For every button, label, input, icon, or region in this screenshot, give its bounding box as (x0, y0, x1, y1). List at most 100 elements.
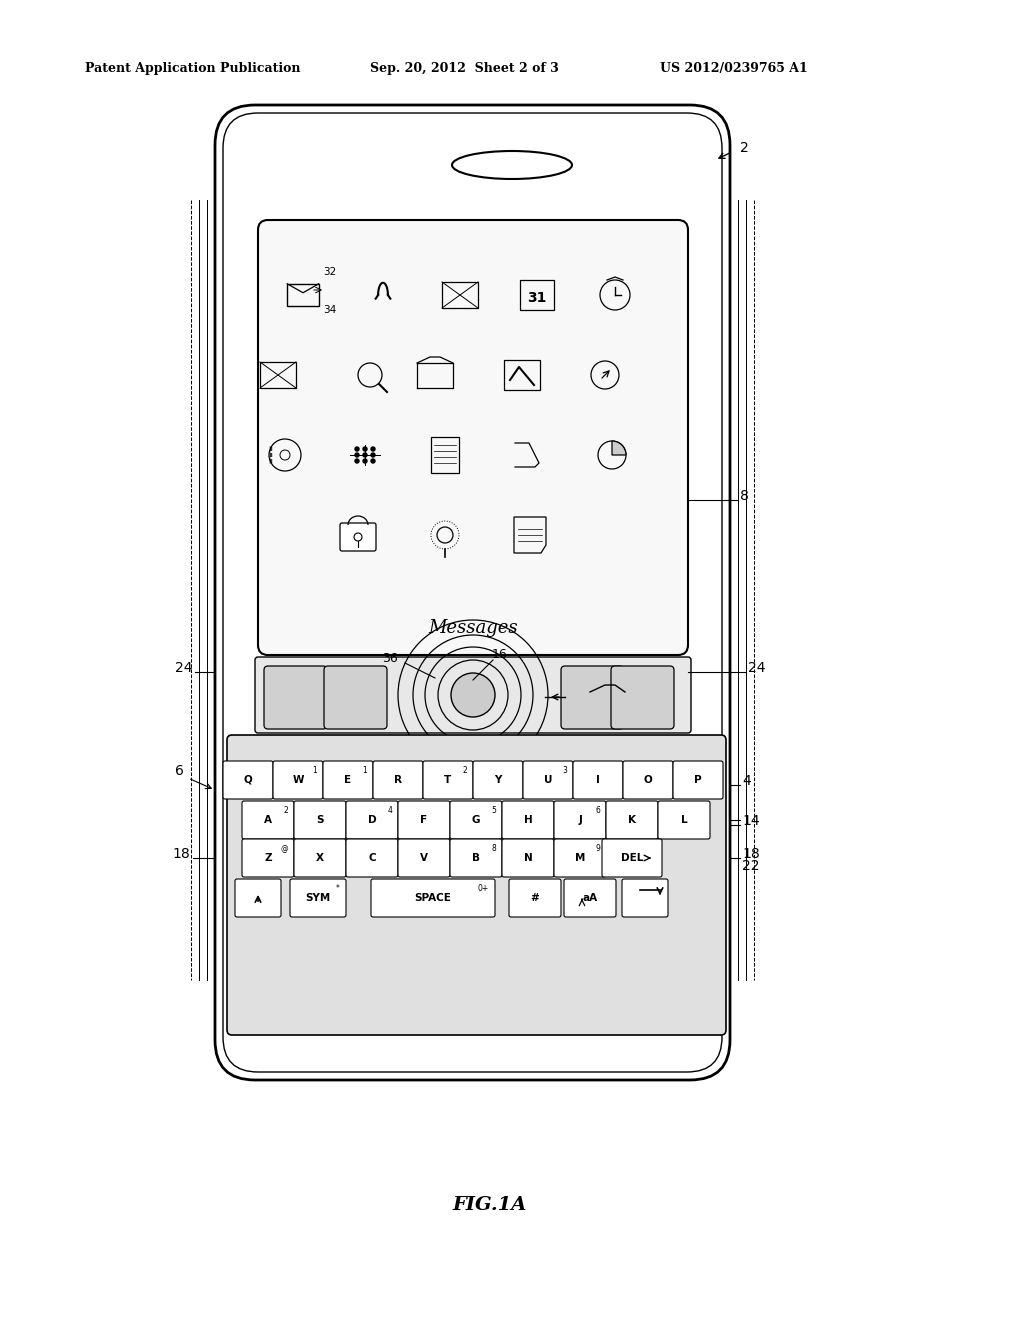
Text: 8: 8 (492, 843, 496, 853)
Text: Messages: Messages (428, 619, 518, 638)
Text: I: I (596, 775, 600, 785)
FancyBboxPatch shape (623, 762, 673, 799)
FancyBboxPatch shape (509, 879, 561, 917)
Text: L: L (681, 814, 687, 825)
Text: 18: 18 (172, 847, 190, 861)
FancyBboxPatch shape (502, 801, 554, 840)
Text: M: M (574, 853, 585, 863)
Circle shape (362, 447, 367, 451)
Text: #: # (530, 894, 540, 903)
Text: FIG.1A: FIG.1A (453, 1196, 527, 1214)
Text: V: V (420, 853, 428, 863)
Text: 36: 36 (382, 652, 398, 664)
FancyBboxPatch shape (242, 840, 294, 876)
Text: S: S (316, 814, 324, 825)
FancyBboxPatch shape (290, 879, 346, 917)
FancyBboxPatch shape (502, 840, 554, 876)
Circle shape (355, 453, 359, 457)
FancyBboxPatch shape (473, 762, 523, 799)
Text: SPACE: SPACE (415, 894, 452, 903)
FancyBboxPatch shape (294, 801, 346, 840)
FancyBboxPatch shape (554, 840, 606, 876)
FancyBboxPatch shape (223, 762, 273, 799)
Text: *: * (336, 884, 340, 894)
Text: N: N (523, 853, 532, 863)
FancyBboxPatch shape (622, 879, 668, 917)
Text: Sep. 20, 2012  Sheet 2 of 3: Sep. 20, 2012 Sheet 2 of 3 (370, 62, 559, 75)
FancyBboxPatch shape (371, 879, 495, 917)
FancyBboxPatch shape (554, 801, 606, 840)
Circle shape (371, 453, 375, 457)
FancyBboxPatch shape (398, 801, 450, 840)
Text: O: O (644, 775, 652, 785)
FancyBboxPatch shape (602, 840, 662, 876)
FancyBboxPatch shape (227, 735, 726, 1035)
FancyBboxPatch shape (215, 106, 730, 1080)
Text: DEL: DEL (621, 853, 643, 863)
FancyBboxPatch shape (398, 840, 450, 876)
FancyBboxPatch shape (324, 667, 387, 729)
Text: 22: 22 (742, 859, 760, 873)
Text: 5: 5 (492, 807, 496, 814)
Text: C: C (369, 853, 376, 863)
Text: Q: Q (244, 775, 252, 785)
FancyBboxPatch shape (658, 801, 710, 840)
FancyBboxPatch shape (242, 801, 294, 840)
FancyBboxPatch shape (561, 667, 624, 729)
Text: P: P (694, 775, 701, 785)
Text: 2: 2 (284, 807, 288, 814)
FancyBboxPatch shape (258, 220, 688, 655)
Text: 16: 16 (493, 648, 508, 661)
Text: G: G (472, 814, 480, 825)
Text: 6: 6 (175, 764, 184, 777)
Circle shape (355, 459, 359, 463)
Text: R: R (394, 775, 402, 785)
Circle shape (371, 447, 375, 451)
Text: E: E (344, 775, 351, 785)
Text: 6: 6 (595, 807, 600, 814)
Text: X: X (316, 853, 324, 863)
Text: 31: 31 (527, 290, 547, 305)
Circle shape (355, 447, 359, 451)
Text: 4: 4 (742, 774, 751, 788)
Text: @: @ (281, 843, 288, 853)
FancyBboxPatch shape (564, 879, 616, 917)
Text: W: W (292, 775, 304, 785)
Ellipse shape (452, 150, 572, 180)
FancyBboxPatch shape (340, 523, 376, 550)
Text: K: K (628, 814, 636, 825)
FancyBboxPatch shape (450, 801, 502, 840)
FancyBboxPatch shape (373, 762, 423, 799)
Text: 14: 14 (742, 814, 760, 828)
Text: D: D (368, 814, 376, 825)
Text: 32: 32 (323, 267, 336, 277)
FancyBboxPatch shape (450, 840, 502, 876)
Text: T: T (444, 775, 452, 785)
Text: SYM: SYM (305, 894, 331, 903)
Text: U: U (544, 775, 552, 785)
Text: B: B (472, 853, 480, 863)
FancyBboxPatch shape (255, 657, 691, 733)
Text: J: J (579, 814, 582, 825)
Text: 2: 2 (462, 766, 467, 775)
Text: 8: 8 (740, 488, 749, 503)
Circle shape (362, 459, 367, 463)
Text: Z: Z (264, 853, 271, 863)
FancyBboxPatch shape (606, 801, 658, 840)
Text: A: A (264, 814, 272, 825)
FancyBboxPatch shape (346, 840, 398, 876)
Circle shape (371, 459, 375, 463)
Text: 18: 18 (742, 847, 760, 861)
Text: 24: 24 (174, 661, 193, 675)
FancyBboxPatch shape (273, 762, 323, 799)
FancyBboxPatch shape (673, 762, 723, 799)
FancyBboxPatch shape (523, 762, 573, 799)
FancyBboxPatch shape (611, 667, 674, 729)
FancyBboxPatch shape (423, 762, 473, 799)
Text: aA: aA (583, 894, 598, 903)
Wedge shape (612, 441, 626, 455)
FancyBboxPatch shape (346, 801, 398, 840)
Circle shape (362, 453, 367, 457)
Circle shape (451, 673, 495, 717)
FancyBboxPatch shape (323, 762, 373, 799)
